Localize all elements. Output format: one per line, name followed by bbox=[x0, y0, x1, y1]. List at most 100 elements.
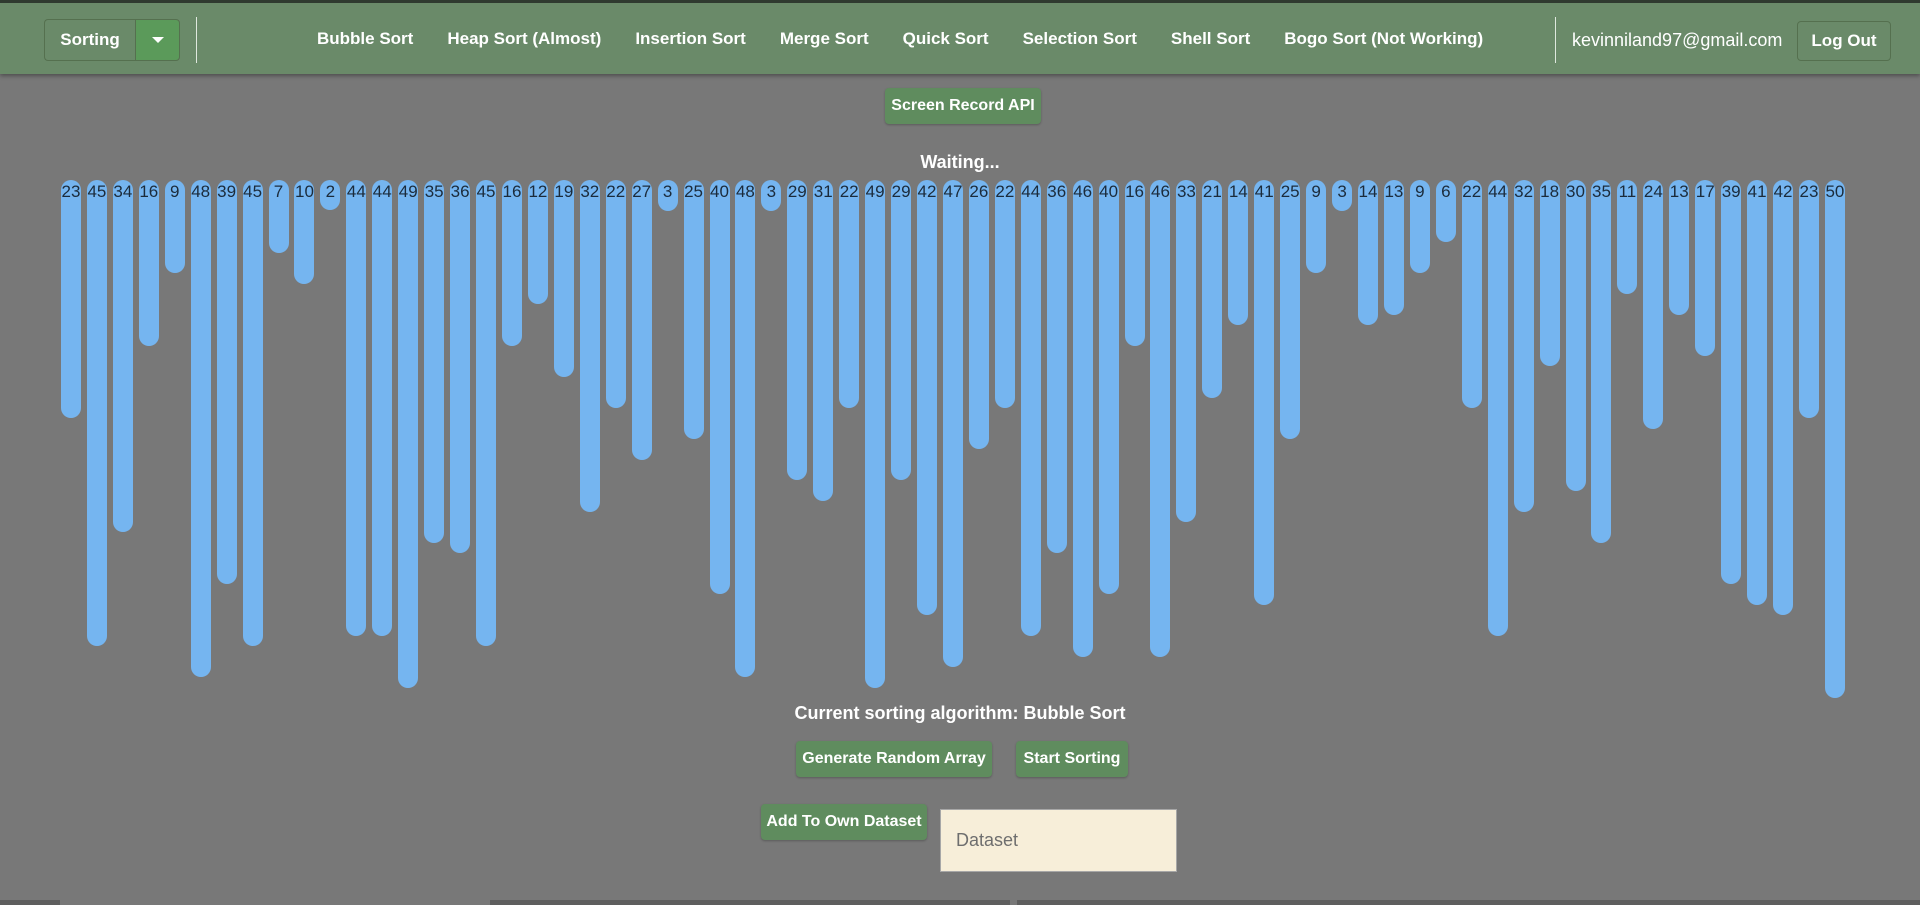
array-bar bbox=[1773, 180, 1794, 616]
array-bar bbox=[1747, 180, 1768, 605]
nav-selection-sort[interactable]: Selection Sort bbox=[1022, 29, 1137, 48]
bottom-edge bbox=[1017, 900, 1920, 905]
array-bar-label: 32 bbox=[1514, 182, 1534, 201]
array-bar-label: 45 bbox=[87, 182, 107, 201]
array-bar-label: 16 bbox=[502, 182, 522, 201]
sorting-dropdown[interactable]: Sorting bbox=[44, 19, 180, 61]
array-bar bbox=[891, 180, 912, 481]
logout-button[interactable]: Log Out bbox=[1797, 21, 1891, 61]
start-sorting-button[interactable]: Start Sorting bbox=[1016, 741, 1128, 777]
array-bar-label: 36 bbox=[450, 182, 470, 201]
add-to-dataset-button[interactable]: Add To Own Dataset bbox=[761, 804, 927, 840]
array-bar bbox=[1332, 180, 1353, 212]
array-bar bbox=[761, 180, 782, 212]
generate-random-array-button[interactable]: Generate Random Array bbox=[796, 741, 992, 777]
nav-divider-right bbox=[1555, 17, 1556, 63]
array-bar-label: 42 bbox=[917, 182, 937, 201]
array-bar bbox=[1435, 180, 1456, 243]
array-bar-label: 23 bbox=[1799, 182, 1819, 201]
array-bar-label: 17 bbox=[1695, 182, 1715, 201]
sorting-dropdown-label[interactable]: Sorting bbox=[44, 19, 135, 61]
array-bar bbox=[1098, 180, 1119, 595]
array-bar bbox=[476, 180, 497, 647]
array-bar bbox=[501, 180, 522, 346]
array-bar-label: 12 bbox=[528, 182, 548, 201]
array-bar-label: 22 bbox=[995, 182, 1015, 201]
array-bar bbox=[994, 180, 1015, 408]
array-bar bbox=[1176, 180, 1197, 522]
array-bar-label: 3 bbox=[1337, 182, 1347, 201]
array-bar-label: 7 bbox=[273, 182, 284, 201]
user-email: kevinniland97@gmail.com bbox=[1572, 30, 1783, 50]
array-bar-label: 6 bbox=[1441, 182, 1451, 201]
array-bar bbox=[1721, 180, 1742, 585]
array-bar bbox=[839, 180, 860, 408]
array-bar-label: 33 bbox=[1176, 182, 1196, 201]
array-bar-label: 16 bbox=[1125, 182, 1144, 201]
array-bar bbox=[294, 180, 315, 284]
nav-shell-sort[interactable]: Shell Sort bbox=[1170, 29, 1251, 48]
array-bar bbox=[372, 180, 393, 636]
array-bar bbox=[1461, 180, 1482, 408]
array-bar-label: 25 bbox=[684, 182, 703, 201]
array-bar bbox=[813, 180, 834, 502]
array-bar bbox=[86, 180, 107, 647]
array-bar-label: 46 bbox=[1073, 182, 1093, 201]
array-bar-label: 11 bbox=[1618, 182, 1637, 201]
array-bar bbox=[1072, 180, 1093, 657]
array-bar bbox=[1280, 180, 1301, 439]
array-bar-label: 14 bbox=[1228, 182, 1248, 201]
array-bar-label: 48 bbox=[191, 182, 211, 201]
array-bar bbox=[1202, 180, 1223, 398]
array-bar-label: 31 bbox=[813, 182, 833, 201]
nav-merge-sort[interactable]: Merge Sort bbox=[779, 29, 869, 48]
array-bar bbox=[1539, 180, 1560, 367]
array-bar bbox=[553, 180, 574, 377]
array-bar-label: 13 bbox=[1669, 182, 1689, 201]
array-bar bbox=[1695, 180, 1716, 357]
array-bar-label: 35 bbox=[424, 182, 444, 201]
array-bar bbox=[216, 180, 237, 585]
array-bar bbox=[579, 180, 600, 512]
nav-bubble-sort[interactable]: Bubble Sort bbox=[317, 29, 414, 48]
array-bar-label: 49 bbox=[865, 182, 885, 201]
nav-heap-sort[interactable]: Heap Sort (Almost) bbox=[447, 29, 602, 48]
array-bar bbox=[320, 180, 341, 210]
array-bar-label: 44 bbox=[372, 182, 392, 201]
bottom-edge bbox=[490, 900, 1010, 905]
top-navbar: Sorting Bubble Sort Heap Sort (Almost) I… bbox=[0, 0, 1920, 74]
array-bar-label: 48 bbox=[735, 182, 755, 201]
array-bar bbox=[735, 180, 756, 678]
nav-insertion-sort[interactable]: Insertion Sort bbox=[635, 29, 746, 48]
array-bar bbox=[268, 180, 289, 253]
array-bar-label: 9 bbox=[1415, 182, 1425, 201]
array-bar-label: 41 bbox=[1747, 182, 1767, 201]
array-bar bbox=[1020, 180, 1041, 636]
array-bar bbox=[865, 180, 886, 688]
array-bar bbox=[1669, 180, 1690, 315]
array-bar-label: 18 bbox=[1540, 182, 1560, 201]
nav-divider-left bbox=[196, 17, 197, 63]
array-bar bbox=[631, 180, 652, 460]
dropdown-toggle-button[interactable] bbox=[135, 19, 180, 61]
array-bar-label: 25 bbox=[1280, 182, 1300, 201]
nav-bogo-sort[interactable]: Bogo Sort (Not Working) bbox=[1284, 29, 1484, 48]
array-bar bbox=[1513, 180, 1534, 512]
dataset-input[interactable] bbox=[940, 809, 1177, 872]
array-bar bbox=[1643, 180, 1664, 429]
array-bar bbox=[190, 180, 211, 678]
array-bar-label: 2 bbox=[325, 182, 336, 201]
array-bar-label: 23 bbox=[61, 182, 81, 201]
array-bar bbox=[1383, 180, 1404, 315]
current-algorithm: Current sorting algorithm: Bubble Sort bbox=[794, 703, 1126, 723]
array-bar-label: 50 bbox=[1825, 182, 1845, 201]
array-bar bbox=[164, 180, 185, 274]
caret-down-icon bbox=[151, 37, 164, 43]
array-bar bbox=[61, 180, 81, 419]
array-bar bbox=[242, 180, 263, 647]
array-bar bbox=[657, 180, 678, 212]
screen-record-button[interactable]: Screen Record API bbox=[885, 88, 1041, 124]
array-bar-label: 30 bbox=[1566, 182, 1585, 201]
array-bar bbox=[1124, 180, 1145, 346]
nav-quick-sort[interactable]: Quick Sort bbox=[902, 29, 989, 48]
